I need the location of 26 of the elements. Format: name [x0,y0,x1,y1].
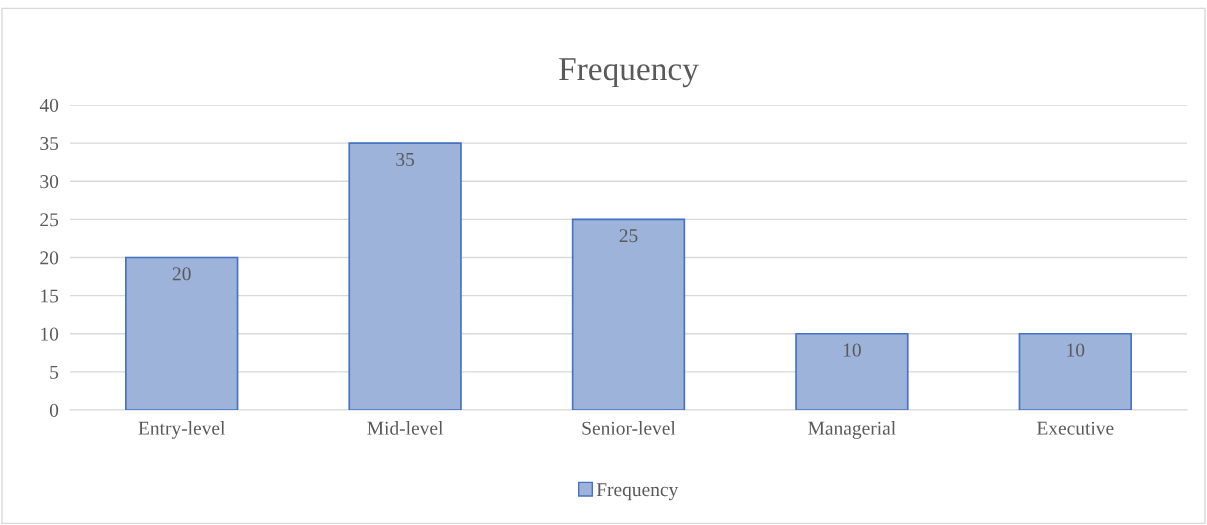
x-tick-label: Entry-level [138,421,226,439]
y-tick-label: 5 [50,365,59,379]
y-tick-label: 15 [41,289,59,303]
data-label: 35 [396,152,415,166]
x-tick-label: Mid-level [367,421,444,435]
bar [795,332,909,410]
y-tick-label: 0 [49,403,59,417]
bar [125,256,239,410]
chart-title: Frequency [559,58,699,88]
data-label: 10 [1067,343,1085,357]
y-tick-label: 20 [40,251,59,265]
bar [348,142,462,410]
data-label: 10 [843,343,861,357]
data-label: 25 [619,229,638,243]
bar [1018,332,1132,410]
x-tick-label: Managerial [808,421,896,439]
x-tick-label: Senior-level [582,421,676,435]
y-tick-label: 10 [41,327,59,341]
y-tick-label: 40 [39,98,59,112]
y-tick-label: 35 [40,137,59,151]
bar [571,218,686,410]
legend-label: Frequency [596,483,679,501]
data-label: 20 [172,267,191,281]
y-tick-label: 30 [40,175,59,189]
y-tick-label: 25 [40,213,59,227]
x-tick-label: Executive [1036,421,1114,435]
